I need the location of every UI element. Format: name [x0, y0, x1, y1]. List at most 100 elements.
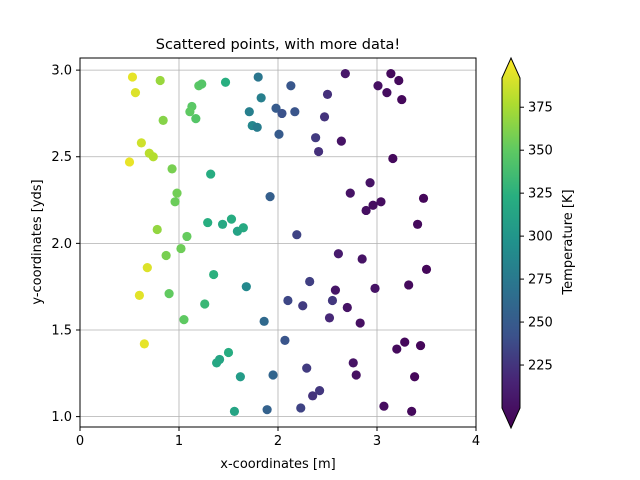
data-point: [392, 344, 402, 354]
data-point: [388, 153, 398, 164]
x-tick-label: 3: [373, 434, 381, 449]
data-point: [265, 191, 275, 202]
data-point: [404, 280, 414, 290]
colorbar-label: Temperature [K]: [561, 189, 576, 295]
data-point: [256, 93, 266, 103]
data-point: [127, 72, 138, 82]
chart-title: Scattered points, with more data!: [156, 37, 401, 53]
data-point: [376, 197, 386, 207]
data-point: [319, 112, 330, 122]
data-point: [379, 401, 389, 411]
data-point: [421, 264, 432, 274]
colorbar-tick-label: 275: [528, 273, 553, 288]
x-axis-ticks: 0 1 2 3 4: [76, 427, 480, 449]
data-point: [324, 313, 335, 323]
data-point: [179, 314, 189, 325]
data-point: [313, 146, 324, 157]
data-point: [305, 276, 315, 287]
data-point: [283, 295, 293, 306]
data-point: [292, 230, 302, 240]
data-point: [394, 75, 404, 86]
data-point: [167, 164, 177, 174]
data-point: [368, 200, 378, 210]
data-point: [340, 68, 350, 79]
y-tick-label: 1.5: [51, 323, 72, 338]
data-point: [322, 89, 333, 99]
data-point: [271, 103, 281, 113]
data-point: [182, 231, 192, 242]
data-point: [252, 122, 262, 132]
data-point: [400, 337, 410, 347]
colorbar-tick-label: 325: [528, 187, 553, 202]
x-tick-label: 2: [274, 434, 282, 449]
data-point: [274, 129, 284, 139]
data-point: [333, 249, 343, 259]
data-point: [342, 302, 352, 313]
data-point: [206, 169, 216, 179]
data-point: [370, 283, 380, 294]
data-point: [382, 88, 392, 98]
data-point: [134, 290, 144, 300]
data-point: [286, 81, 296, 91]
data-point: [296, 403, 306, 413]
colorbar-ticks: 225 250 275 300 325 350 375: [520, 101, 553, 374]
data-point: [176, 243, 186, 254]
colorbar-tick-label: 250: [528, 316, 553, 331]
x-tick-label: 1: [175, 434, 183, 449]
data-point: [412, 219, 423, 229]
data-point: [290, 107, 300, 117]
data-point: [244, 107, 254, 117]
y-tick-label: 1.0: [51, 410, 72, 425]
data-point: [191, 114, 201, 124]
data-point: [170, 197, 180, 207]
data-point: [152, 224, 162, 235]
data-point: [314, 386, 325, 396]
data-point: [172, 188, 182, 198]
data-point: [386, 68, 396, 79]
data-point: [311, 133, 321, 143]
data-point: [148, 152, 158, 162]
data-point: [130, 88, 141, 98]
y-tick-label: 3.0: [51, 64, 72, 79]
data-point: [164, 289, 174, 299]
data-point: [373, 81, 383, 91]
data-point: [217, 219, 228, 229]
data-point: [139, 339, 149, 349]
data-point: [365, 178, 375, 188]
data-point: [397, 94, 407, 105]
y-tick-label: 2.5: [51, 150, 72, 165]
data-point: [357, 254, 367, 264]
x-axis-label: x-coordinates [m]: [220, 457, 335, 472]
data-point: [229, 406, 240, 417]
data-point: [235, 372, 245, 382]
data-point: [351, 370, 361, 380]
data-point: [241, 282, 251, 292]
data-point: [268, 370, 278, 380]
data-point: [259, 316, 269, 326]
data-point: [302, 363, 312, 373]
data-point: [298, 301, 308, 311]
data-points: [124, 68, 432, 417]
data-point: [142, 263, 152, 273]
data-point: [136, 138, 146, 148]
data-point: [155, 75, 165, 86]
data-point: [410, 372, 420, 382]
data-point: [361, 205, 371, 216]
y-axis-label: y-coordinates [yds]: [30, 179, 45, 304]
data-point: [308, 391, 318, 401]
data-point: [124, 157, 135, 167]
data-point: [220, 77, 231, 87]
data-point: [336, 136, 346, 146]
data-point: [415, 340, 426, 351]
data-point: [355, 318, 365, 328]
x-tick-label: 4: [472, 434, 480, 449]
data-point: [161, 250, 171, 261]
data-point: [203, 217, 213, 228]
data-point: [223, 347, 234, 358]
y-tick-label: 2.0: [51, 237, 72, 252]
data-point: [330, 285, 341, 295]
colorbar-bar: [501, 56, 521, 430]
data-point: [226, 214, 237, 224]
data-point: [407, 406, 417, 417]
